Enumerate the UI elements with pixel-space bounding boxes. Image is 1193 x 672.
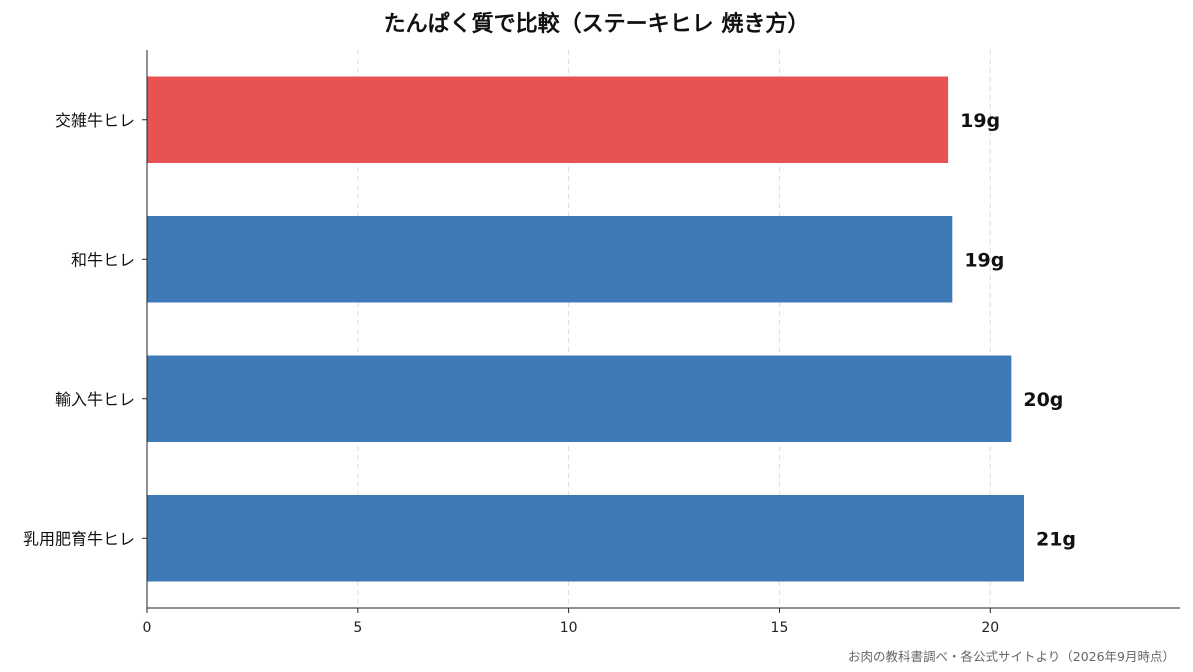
source-note: お肉の教科書調べ・各公式サイトより（2026年9月時点）	[847, 649, 1175, 664]
x-tick-label: 20	[981, 620, 999, 636]
bar	[147, 355, 1012, 442]
data-label: 19g	[964, 249, 1004, 271]
x-tick-label: 5	[353, 620, 362, 636]
bar	[147, 216, 953, 303]
data-label: 20g	[1023, 389, 1063, 411]
category-label: 乳用肥育牛ヒレ	[23, 529, 135, 548]
chart-title: たんぱく質で比較（ステーキヒレ 焼き方）	[383, 12, 810, 37]
bar	[147, 495, 1024, 582]
x-tick-label: 0	[143, 620, 152, 636]
data-label: 19g	[960, 110, 1000, 132]
bar	[147, 76, 949, 163]
x-tick-label: 10	[560, 620, 578, 636]
x-tick-label: 15	[771, 620, 789, 636]
category-label: 交雑牛ヒレ	[55, 111, 135, 130]
data-label: 21g	[1036, 528, 1076, 550]
category-label: 和牛ヒレ	[71, 250, 135, 269]
category-label: 輸入牛ヒレ	[55, 390, 135, 409]
